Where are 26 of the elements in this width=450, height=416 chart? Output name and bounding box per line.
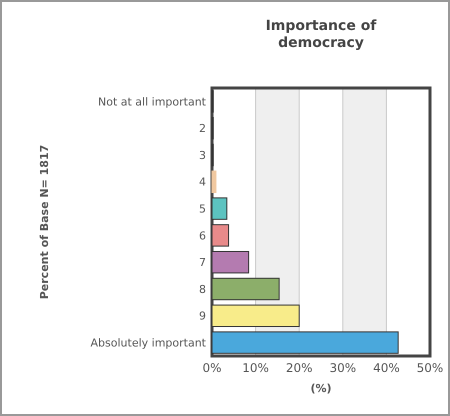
x-tick-label: 50%	[416, 361, 444, 375]
chart-title: Importance of democracy	[266, 18, 378, 51]
bar	[212, 278, 280, 300]
y-tick-label: Absolutely important	[90, 336, 207, 350]
x-tick-label: 20%	[286, 361, 313, 375]
bar	[212, 304, 300, 328]
y-axis-title: Percent of Base N= 1817	[38, 144, 51, 300]
bar	[212, 224, 230, 247]
bar	[212, 197, 228, 220]
x-tick-label: 0%	[202, 361, 222, 375]
y-tick-label: 5	[199, 202, 206, 216]
x-tick-label: 40%	[373, 361, 400, 375]
bar	[212, 170, 216, 194]
y-tick-label: 6	[199, 229, 206, 242]
y-tick-label: 3	[199, 148, 206, 162]
x-tick-label: 30%	[329, 361, 356, 375]
y-tick-label: 4	[199, 176, 206, 189]
y-tick-label: 8	[199, 282, 206, 296]
bar	[212, 331, 399, 354]
y-tick-label: Not at all important	[98, 95, 207, 108]
y-tick-label: 2	[199, 122, 206, 136]
x-tick-label: 10%	[242, 361, 269, 375]
y-tick-label: 7	[199, 256, 206, 270]
y-tick-label: 9	[199, 310, 206, 323]
bar	[212, 250, 250, 274]
x-axis-title: (%)	[310, 382, 332, 395]
